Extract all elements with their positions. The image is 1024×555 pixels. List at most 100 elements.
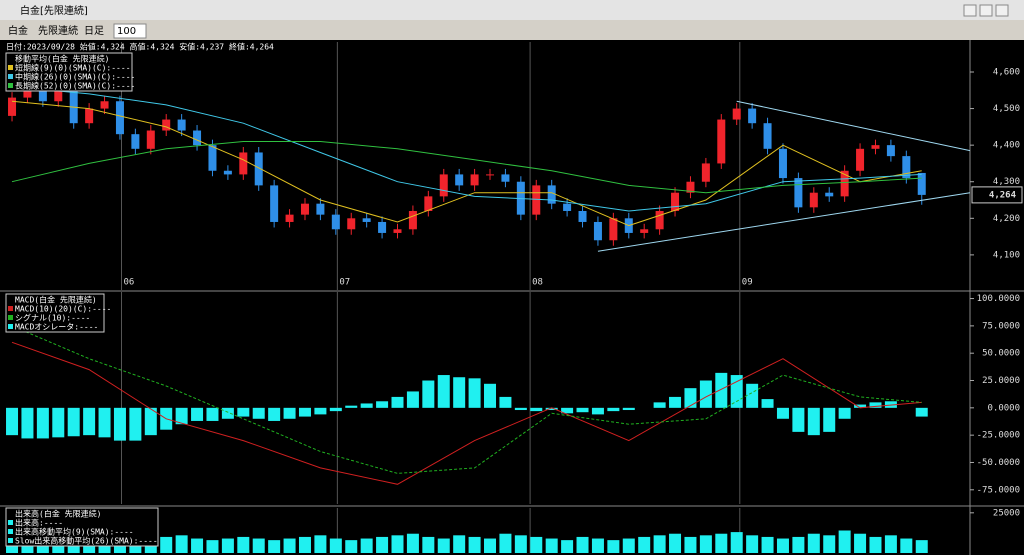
macd-bar [406, 391, 419, 408]
macd-bar [884, 401, 897, 408]
chart-area [0, 40, 1024, 555]
candle-body [501, 174, 510, 182]
candle-body [424, 196, 433, 211]
candle-body [439, 174, 448, 197]
volume-bar [314, 535, 327, 553]
macd-bar [807, 407, 820, 436]
volume-bar [545, 538, 558, 553]
y-tick-label: 25000 [993, 508, 1020, 518]
macd-bar [252, 407, 265, 419]
macd-bar [6, 407, 19, 436]
candle-body [717, 119, 726, 164]
candle-body [347, 218, 356, 230]
macd-bar [314, 407, 327, 415]
legend-box [5, 52, 133, 92]
macd-bar [653, 402, 666, 408]
macd-line [11, 341, 922, 485]
legend-swatch [8, 74, 13, 79]
count-box[interactable] [113, 23, 147, 39]
macd-bar [684, 388, 697, 408]
macd-bar [360, 403, 373, 408]
macd-bar [422, 380, 435, 408]
macd-bar [191, 407, 204, 421]
candle-body [763, 123, 772, 149]
candle-body [100, 101, 109, 109]
candle-body [825, 192, 834, 197]
candle-body [146, 130, 155, 149]
macd-bar [129, 407, 142, 441]
price-tag-label: 4,264 [989, 190, 1017, 200]
legend-swatch [8, 83, 13, 88]
macd-bar [607, 407, 620, 412]
macd-bar [576, 407, 589, 413]
period[interactable]: 日足 [84, 25, 104, 37]
trendline [597, 192, 971, 252]
volume-bar [376, 536, 389, 553]
candle-body [856, 148, 865, 171]
y-tick-label: 50.0000 [982, 349, 1020, 359]
x-tick-label: 07 [339, 278, 350, 288]
macd-bar [268, 407, 281, 421]
y-tick-label: 75.0000 [982, 321, 1020, 331]
candle-body [162, 119, 171, 131]
volume-bar [437, 538, 450, 553]
volume-bar [807, 533, 820, 553]
volume-bar [653, 535, 666, 553]
close[interactable] [995, 4, 1009, 17]
y-tick-label: 4,600 [993, 67, 1020, 77]
volume-bar [252, 538, 265, 553]
legend-box [5, 507, 159, 547]
candle-body [393, 229, 402, 233]
legend-swatch [8, 324, 13, 329]
candle-body [671, 192, 680, 211]
y-tick-label: -25.0000 [977, 431, 1020, 441]
macd-bar [746, 383, 759, 408]
legend-label: MACD(10)(20)(C):---- [15, 305, 111, 314]
volume-bar [422, 536, 435, 553]
candle-body [886, 145, 895, 157]
macd-bar [453, 377, 466, 408]
volume-bar [669, 533, 682, 553]
macd-bar [283, 407, 296, 419]
volume-bar [221, 538, 234, 553]
macd-bar [21, 407, 34, 439]
candle-body [748, 108, 757, 124]
macd-line [11, 325, 922, 474]
contract[interactable]: 先限連続 [38, 24, 78, 37]
volume-bar [838, 530, 851, 553]
volume-bar [160, 536, 173, 553]
candle-body [640, 229, 649, 233]
candle-body [208, 145, 217, 171]
volume-bar [761, 536, 774, 553]
legend-label: シグナル(10):---- [15, 313, 90, 323]
volume-bar [869, 536, 882, 553]
candle-body [547, 185, 556, 204]
volume-bar [499, 533, 512, 553]
macd-bar [144, 407, 157, 436]
minimize[interactable] [963, 4, 977, 17]
trendline [736, 100, 971, 152]
candle-body [193, 130, 202, 146]
legend-label: Slow出来高移動平均(26)(SMA):---- [15, 536, 158, 546]
macd-bar [823, 407, 836, 432]
macd-bar [561, 407, 574, 414]
volume-bar [915, 540, 928, 553]
candle-body [778, 148, 787, 179]
count[interactable]: 100 [117, 26, 136, 37]
macd-bar [221, 407, 234, 419]
volume-bar [391, 535, 404, 553]
macd-bar [67, 407, 80, 437]
maximize[interactable] [979, 4, 993, 17]
candle-body [794, 178, 803, 208]
macd-bar [36, 407, 49, 439]
volume-bar [530, 536, 543, 553]
volume-bar [622, 538, 635, 553]
symbol[interactable]: 白金 [8, 24, 28, 37]
candle-body [378, 221, 387, 233]
candle-body [285, 214, 294, 222]
candle-body [177, 119, 186, 131]
volume-bar [854, 533, 867, 553]
